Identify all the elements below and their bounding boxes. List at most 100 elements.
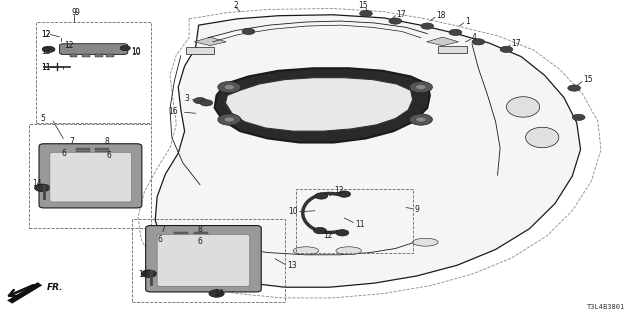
Text: 6: 6 bbox=[157, 235, 162, 244]
Text: 14: 14 bbox=[214, 289, 224, 298]
Text: 18: 18 bbox=[436, 11, 445, 20]
Bar bbox=[132, 219, 285, 302]
Circle shape bbox=[218, 82, 241, 93]
Circle shape bbox=[315, 193, 328, 199]
Ellipse shape bbox=[293, 247, 319, 255]
Bar bbox=[76, 151, 90, 153]
Circle shape bbox=[200, 100, 212, 106]
Text: 7: 7 bbox=[161, 225, 165, 234]
Circle shape bbox=[568, 85, 580, 91]
Polygon shape bbox=[225, 78, 413, 131]
Bar bbox=[70, 54, 77, 57]
Text: 11: 11 bbox=[355, 220, 365, 229]
Circle shape bbox=[449, 29, 462, 36]
Text: 15: 15 bbox=[358, 2, 368, 11]
Polygon shape bbox=[427, 37, 459, 46]
Bar bbox=[438, 46, 467, 53]
FancyBboxPatch shape bbox=[60, 44, 128, 54]
Bar bbox=[193, 235, 207, 237]
Text: 17: 17 bbox=[511, 39, 521, 48]
Text: 9: 9 bbox=[415, 205, 419, 214]
Circle shape bbox=[314, 228, 326, 234]
Text: 8: 8 bbox=[197, 225, 202, 234]
Text: 3: 3 bbox=[184, 94, 189, 103]
Text: T3L4B3801: T3L4B3801 bbox=[587, 305, 625, 310]
Circle shape bbox=[224, 117, 234, 122]
Text: 10: 10 bbox=[132, 47, 141, 56]
Text: 16: 16 bbox=[168, 107, 178, 116]
Bar bbox=[174, 232, 188, 234]
Circle shape bbox=[120, 46, 131, 51]
Text: 7: 7 bbox=[70, 137, 74, 146]
Bar bbox=[174, 235, 188, 237]
Text: 10: 10 bbox=[132, 48, 141, 57]
Circle shape bbox=[42, 46, 55, 52]
Circle shape bbox=[242, 28, 255, 35]
Circle shape bbox=[193, 98, 206, 104]
Ellipse shape bbox=[413, 238, 438, 246]
Ellipse shape bbox=[506, 97, 540, 117]
FancyBboxPatch shape bbox=[50, 152, 132, 202]
Bar bbox=[76, 155, 90, 156]
Text: 11: 11 bbox=[41, 63, 51, 72]
Circle shape bbox=[35, 184, 50, 192]
Bar bbox=[193, 238, 207, 240]
Bar bbox=[95, 148, 109, 150]
Circle shape bbox=[224, 84, 234, 90]
Polygon shape bbox=[7, 282, 42, 304]
Text: 12: 12 bbox=[323, 231, 333, 240]
Bar bbox=[174, 238, 188, 240]
Text: 14: 14 bbox=[138, 270, 148, 279]
Circle shape bbox=[389, 18, 402, 24]
Text: 15: 15 bbox=[583, 75, 593, 84]
Bar bbox=[296, 189, 413, 253]
Circle shape bbox=[421, 23, 434, 29]
Text: 5: 5 bbox=[40, 114, 45, 123]
Text: 13: 13 bbox=[287, 261, 296, 270]
Text: 4: 4 bbox=[472, 33, 477, 42]
Circle shape bbox=[218, 114, 241, 125]
Polygon shape bbox=[156, 15, 580, 287]
Bar bbox=[95, 54, 103, 57]
Text: 12: 12 bbox=[41, 47, 51, 56]
Ellipse shape bbox=[525, 127, 559, 148]
Ellipse shape bbox=[336, 247, 362, 255]
Text: 6: 6 bbox=[197, 237, 202, 246]
FancyBboxPatch shape bbox=[146, 226, 261, 292]
Text: 1: 1 bbox=[466, 17, 470, 26]
Circle shape bbox=[360, 10, 372, 17]
Circle shape bbox=[416, 84, 426, 90]
Bar bbox=[76, 148, 90, 150]
Polygon shape bbox=[214, 68, 430, 142]
Bar bbox=[106, 54, 114, 57]
Circle shape bbox=[141, 270, 157, 277]
Circle shape bbox=[472, 39, 484, 45]
Bar bbox=[95, 155, 109, 156]
Circle shape bbox=[410, 82, 433, 93]
Text: 12: 12 bbox=[65, 41, 74, 50]
Circle shape bbox=[416, 117, 426, 122]
Text: 12: 12 bbox=[41, 30, 51, 39]
Circle shape bbox=[336, 230, 349, 236]
Polygon shape bbox=[194, 37, 226, 46]
Text: 6: 6 bbox=[106, 151, 111, 160]
Bar bbox=[95, 151, 109, 153]
Text: 6: 6 bbox=[61, 149, 66, 158]
FancyBboxPatch shape bbox=[39, 144, 142, 208]
Circle shape bbox=[338, 191, 351, 197]
Text: 11: 11 bbox=[41, 63, 51, 72]
Text: 12: 12 bbox=[41, 30, 51, 39]
Text: 9: 9 bbox=[74, 8, 79, 17]
Text: 17: 17 bbox=[397, 10, 406, 19]
Circle shape bbox=[410, 114, 433, 125]
Circle shape bbox=[572, 114, 585, 120]
FancyBboxPatch shape bbox=[157, 234, 250, 286]
Circle shape bbox=[209, 290, 224, 297]
Bar bbox=[83, 54, 90, 57]
Text: FR.: FR. bbox=[47, 283, 63, 292]
Bar bbox=[29, 124, 151, 228]
Bar bbox=[186, 47, 214, 54]
Text: 10: 10 bbox=[288, 207, 298, 216]
Text: 12: 12 bbox=[334, 187, 344, 196]
Text: 2: 2 bbox=[234, 1, 238, 10]
